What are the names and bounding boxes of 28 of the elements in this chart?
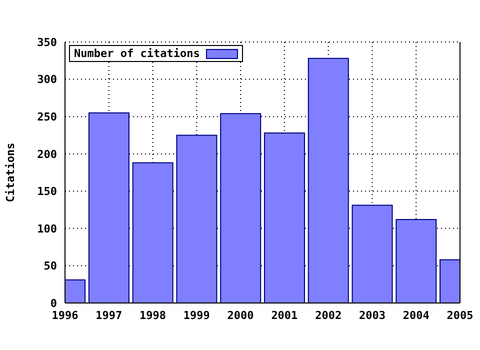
y-tick-label: 300 [37,73,57,86]
bar [308,58,349,303]
y-axis-title: Citations [4,142,17,202]
bar [352,204,393,303]
y-tick-label: 50 [44,260,57,273]
x-tick-label: 2002 [315,308,342,322]
bar [176,134,218,303]
x-tick-label: 1999 [183,308,210,322]
y-tick-label: 0 [50,296,57,310]
x-tick-label: 1998 [140,308,166,322]
bar [132,162,174,303]
y-tick-label: 350 [37,36,57,49]
y-tick-label: 200 [37,148,57,161]
x-tick-label: 2003 [358,308,386,322]
x-tick-label: 1996 [52,308,79,322]
y-tick-label: 100 [37,222,57,236]
bar [264,132,305,303]
y-tick-label: 250 [37,110,57,124]
x-tick-label: 2004 [402,308,430,322]
y-tick-label: 150 [37,185,57,198]
bar [396,218,437,303]
bar [220,113,262,303]
bar [88,112,130,303]
x-tick-label: 2001 [271,308,298,322]
x-tick-label: 1997 [96,308,122,322]
x-tick-label: 2000 [227,308,254,322]
legend-label: Number of citations [74,47,200,60]
x-tick-label: 2005 [446,308,474,322]
